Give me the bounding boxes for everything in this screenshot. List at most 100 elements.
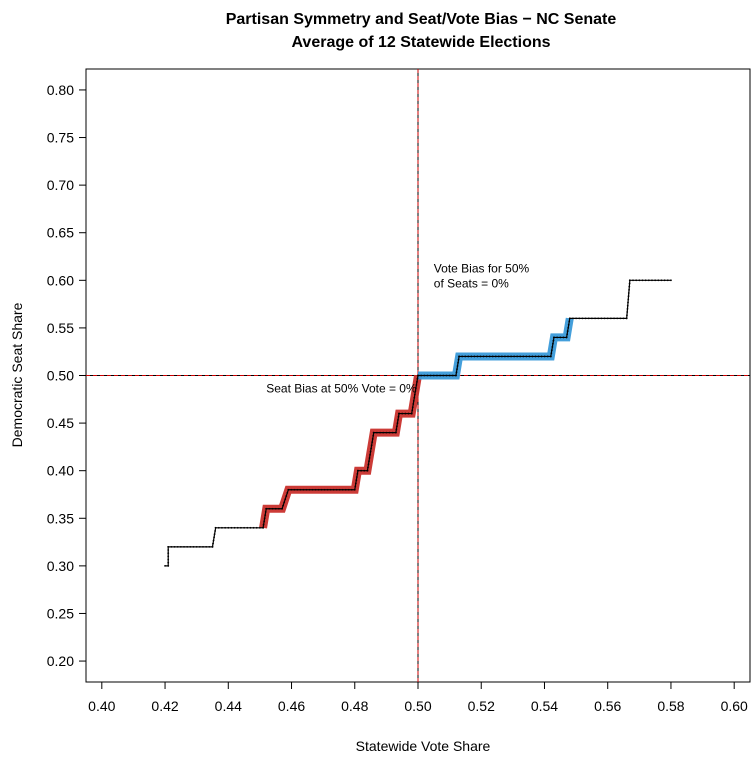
curve-point [632, 279, 634, 282]
curve-point [635, 279, 638, 282]
curve-point [627, 298, 630, 301]
curve-point [568, 317, 571, 320]
x-tick-label: 0.46 [278, 698, 305, 714]
curve-point [625, 317, 628, 320]
curve-point [170, 545, 173, 548]
curve-point [167, 549, 170, 551]
curve-point [173, 545, 176, 548]
curve-point [626, 314, 628, 317]
x-tick-label: 0.58 [657, 698, 684, 714]
curve-point [415, 384, 418, 386]
curve-point [657, 279, 660, 282]
curve-point [332, 488, 335, 491]
curve-point [368, 460, 370, 463]
curve-point [277, 507, 280, 510]
y-tick-label: 0.55 [47, 320, 74, 336]
curve-point [439, 374, 442, 377]
curve-point [263, 520, 266, 523]
curve-point [455, 374, 457, 377]
curve-point [213, 536, 215, 539]
curve-point [370, 447, 372, 450]
curve-point [616, 317, 619, 320]
curve-point [367, 466, 369, 469]
curve-point [600, 317, 603, 320]
curve-point [268, 507, 271, 510]
curve-point [396, 422, 399, 424]
y-tick-label: 0.50 [47, 368, 74, 384]
chart-title: Partisan Symmetry and Seat/Vote Bias − N… [226, 11, 617, 28]
x-tick-label: 0.56 [594, 698, 621, 714]
curve-point [167, 555, 170, 558]
curve-point [360, 469, 362, 472]
curve-point [189, 545, 192, 548]
y-tick-label: 0.40 [47, 463, 74, 479]
curve-point [335, 488, 338, 491]
curve-point [227, 526, 230, 529]
curve-point [212, 542, 214, 545]
curve-point [556, 336, 559, 339]
curve-point [285, 495, 288, 497]
curve-point [376, 431, 378, 434]
curve-point [286, 492, 289, 494]
curve-point [566, 330, 569, 332]
y-tick-label: 0.80 [47, 82, 74, 98]
curve-point [622, 317, 625, 320]
curve-point [371, 441, 374, 444]
curve-point [167, 552, 170, 555]
curve-point [413, 396, 416, 399]
curve-point [420, 374, 423, 377]
curve-point [265, 507, 268, 510]
curve-point [296, 488, 299, 491]
curve-point [510, 355, 512, 358]
curve-point [485, 355, 488, 358]
curve-point [549, 355, 552, 358]
curve-point [341, 488, 344, 491]
curve-point [323, 488, 326, 491]
curve-point [371, 438, 374, 440]
y-tick-label: 0.45 [47, 415, 74, 431]
curve-point [442, 374, 445, 377]
curve-point [344, 488, 347, 491]
curve-point [230, 526, 233, 529]
curve-point [263, 517, 266, 520]
curve-point [299, 488, 302, 491]
curve-point [264, 511, 267, 513]
curve-point [167, 564, 170, 567]
highlight-red-segment [259, 374, 422, 529]
curve-point [436, 374, 438, 377]
x-tick-label: 0.40 [88, 698, 115, 714]
curve-point [626, 304, 629, 307]
curve-point [626, 311, 629, 313]
curve-point [355, 479, 358, 482]
curve-point [504, 355, 506, 358]
curve-point [167, 545, 170, 548]
curve-point [357, 469, 359, 472]
curve-point [663, 279, 666, 282]
curve-point [213, 533, 216, 536]
curve-point [565, 336, 568, 339]
curve-point [214, 530, 217, 532]
curve-point [246, 526, 249, 529]
highlight-blue-segment [418, 317, 574, 380]
curve-point [382, 431, 385, 434]
curve-point [456, 368, 458, 371]
curve-point [411, 409, 414, 412]
curve-point [240, 526, 242, 529]
y-tick-label: 0.25 [47, 605, 74, 621]
curve-point [363, 469, 366, 472]
y-tick-label: 0.35 [47, 510, 74, 526]
curve-point [369, 450, 372, 453]
curve-point [464, 355, 467, 358]
curve-point [233, 526, 236, 529]
y-tick-label: 0.60 [47, 272, 74, 288]
curve-point [243, 526, 246, 529]
curve-point [167, 561, 170, 564]
curve-point [347, 488, 350, 491]
curve-line [165, 279, 671, 567]
curve-point [302, 488, 305, 491]
curve-point [670, 279, 672, 282]
curve-point [264, 514, 267, 517]
curve-point [414, 390, 417, 393]
chart-subtitle: Average of 12 Statewide Elections [291, 34, 550, 51]
curve-point [519, 355, 522, 358]
